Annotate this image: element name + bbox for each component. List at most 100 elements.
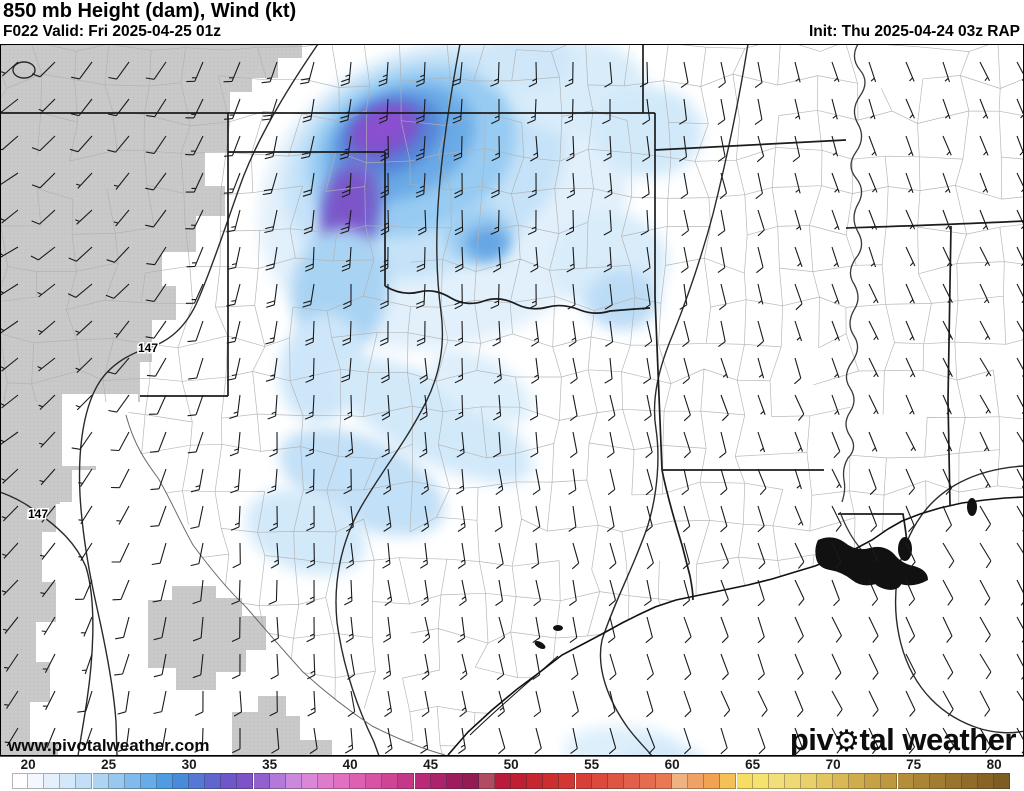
colorbar-cell (156, 773, 173, 789)
mobile-bay (967, 498, 977, 516)
colorbar-cell (366, 773, 383, 789)
colorbar-cell (140, 773, 157, 789)
gulf-coastline (447, 496, 1024, 756)
pivotal-weather-logo: piv⚙tal weather (790, 722, 1017, 756)
height-contour (894, 465, 1024, 734)
colorbar-cell (382, 773, 399, 789)
colorbar-cell (897, 773, 914, 789)
colorbar-tick-label: 35 (262, 757, 278, 772)
colorbar-cell (994, 773, 1011, 789)
colorbar-cell (462, 773, 479, 789)
terrain-hole (56, 504, 118, 550)
colorbar-cell (237, 773, 254, 789)
model-init-time: Init: Thu 2025-04-24 03z RAP (808, 23, 1020, 40)
map-canvas: 147 147 www.pivotalweather.com piv⚙tal we… (0, 44, 1024, 756)
wind-speed-fill (358, 109, 408, 147)
wind-speed-fill (465, 226, 509, 260)
terrain-mask-west (0, 44, 302, 756)
colorbar-cell (881, 773, 898, 789)
colorbar-cell (495, 773, 512, 789)
colorbar-cell (478, 773, 495, 789)
colorbar-cell (253, 773, 270, 789)
colorbar-cell (913, 773, 930, 789)
la-delta (870, 568, 902, 590)
barrier-islands (469, 655, 559, 736)
colorbar-cell (189, 773, 206, 789)
colorbar-tick-labels: 20 25 30 35 40 45 50 55 60 65 70 75 80 (0, 757, 1024, 773)
terrain-mask-patch (300, 740, 332, 756)
colorbar-cell (44, 773, 61, 789)
colorbar-cell (623, 773, 640, 789)
la-delta (898, 537, 912, 561)
colorbar-tick-label: 40 (342, 757, 358, 772)
height-contour (335, 44, 461, 756)
colorbar-tick-label: 75 (906, 757, 922, 772)
wind-speed-fill (593, 87, 703, 177)
forecast-valid-time: F022 Valid: Fri 2025-04-25 01z (3, 23, 221, 40)
colorbar-tick-label: 50 (503, 757, 519, 772)
terrain-hole (62, 394, 138, 466)
wind-speed-shading-layer (246, 44, 703, 756)
colorbar-cell (817, 773, 834, 789)
height-contour-layer (0, 44, 1024, 756)
gear-icon: ⚙ (833, 725, 859, 756)
colorbar-cell (849, 773, 866, 789)
state-border-tx-la (661, 469, 694, 601)
mississippi-river (841, 44, 866, 503)
logo-text-post: tal weather (860, 722, 1017, 756)
contour-value-label: 147 (28, 507, 48, 521)
height-contour-147 (0, 491, 94, 756)
contour-value-label: 147 (138, 341, 158, 355)
colorbar-cell (12, 773, 29, 789)
colorbar-tick-label: 70 (825, 757, 841, 772)
colorbar-cell (350, 773, 367, 789)
wind-speed-fill (480, 44, 570, 90)
colorbar-cell (543, 773, 560, 789)
colorbar-cell (124, 773, 141, 789)
terrain-mask-davis-mtns (148, 586, 266, 690)
colorbar-cell (688, 773, 705, 789)
colorbar-cell (173, 773, 190, 789)
colorbar-cell (446, 773, 463, 789)
colorbar-cell (60, 773, 77, 789)
state-border-ar-tx (654, 296, 663, 471)
colorbar-cell (414, 773, 431, 789)
colorbar-tick-label: 20 (20, 757, 36, 772)
colorbar-cell (656, 773, 673, 789)
state-border-tn-ms (845, 220, 1024, 229)
wind-speed-colorbar: 20 25 30 35 40 45 50 55 60 65 70 75 80 (0, 756, 1024, 791)
colorbar-cell (334, 773, 351, 789)
rio-grande-river (125, 414, 446, 756)
colorbar-cell (833, 773, 850, 789)
height-contour-closed (12, 61, 36, 79)
wind-barbs-layer (0, 61, 1024, 755)
colorbar-cell (559, 773, 576, 789)
colorbar-cell (92, 773, 109, 789)
colorbar-cell (607, 773, 624, 789)
wind-speed-fill (246, 488, 366, 576)
colorbar-cell (736, 773, 753, 789)
logo-text-pre: piv (790, 722, 835, 756)
colorbar-tick-label: 55 (584, 757, 600, 772)
colorbar-cell (752, 773, 769, 789)
state-border-red-river (384, 285, 651, 314)
colorbar-cell (76, 773, 93, 789)
colorbar-cell (398, 773, 415, 789)
colorbar-tick-label: 30 (181, 757, 197, 772)
terrain-mask-layer (0, 44, 332, 756)
height-contour-147 (78, 44, 319, 756)
colorbar-cell (511, 773, 528, 789)
colorbar-cell (591, 773, 608, 789)
wind-barb-glyphs (0, 61, 1024, 755)
watermark-url: www.pivotalweather.com (7, 736, 210, 755)
colorbar-cell (945, 773, 962, 789)
contour-labels-layer: 147 147 (26, 340, 159, 523)
colorbar-cell (961, 773, 978, 789)
state-border-mo-ar (654, 139, 847, 151)
colorbar-cell (929, 773, 946, 789)
colorbar-tick-label: 25 (101, 757, 117, 772)
colorbar-cell (28, 773, 45, 789)
map-title: 850 mb Height (dam), Wind (kt) (3, 0, 297, 22)
state-border-ms-al (947, 225, 952, 506)
